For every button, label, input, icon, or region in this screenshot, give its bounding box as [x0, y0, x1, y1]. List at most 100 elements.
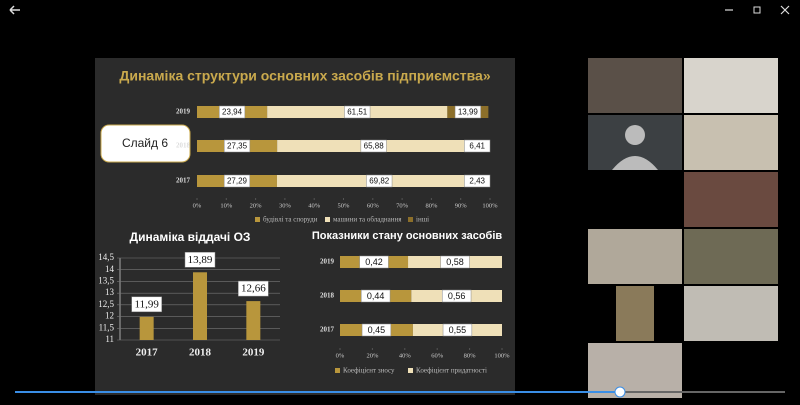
video-tile [684, 58, 778, 113]
legend-label: Коефіцієнт придатності [416, 367, 487, 375]
value-label-box [184, 252, 216, 268]
legend-label: інші [416, 216, 429, 224]
chart-title: Динаміка структури основних засобів підп… [119, 68, 490, 84]
legend-label: машини та обладнання [333, 216, 402, 224]
value-label-box [464, 139, 491, 153]
x-tick-label: 20% [250, 202, 263, 209]
value-label: 65,88 [364, 142, 385, 151]
value-label-box [359, 255, 389, 269]
x-tick-label: 60% [431, 352, 444, 359]
legend-swatch [255, 217, 260, 222]
value-label: 61,51 [347, 108, 368, 117]
value-label: 0,55 [449, 325, 467, 335]
y-tick-label: 13 [105, 287, 115, 297]
x-tick-label: 100% [482, 202, 498, 209]
y-tick-label: 13,5 [98, 275, 114, 285]
video-tile [684, 286, 778, 341]
legend-swatch [408, 368, 413, 373]
category-label: 2019 [176, 108, 191, 116]
x-tick-label: 80% [425, 202, 438, 209]
value-label-box [440, 255, 470, 269]
value-label-box [223, 174, 251, 188]
value-label: 0,58 [446, 257, 464, 267]
category-label: 2018 [320, 292, 335, 300]
progress-knob[interactable] [614, 386, 626, 398]
category-label: 2018 [176, 142, 191, 150]
video-tile [588, 172, 682, 227]
value-label-box [361, 323, 392, 337]
bar [139, 316, 154, 340]
value-label: 0,56 [448, 291, 466, 301]
back-button[interactable] [9, 5, 20, 15]
video-tile [588, 343, 682, 398]
value-label: 6,41 [469, 142, 485, 151]
x-tick-label: 70% [396, 202, 409, 209]
x-tick-label: 0% [336, 352, 345, 359]
chart-title: Показники стану основних засобів [312, 230, 503, 242]
x-tick-label: 40% [399, 352, 412, 359]
value-label-box [238, 280, 269, 297]
video-tile [684, 115, 778, 170]
x-tick-label: 10% [220, 202, 233, 209]
video-tile [588, 229, 682, 284]
category-label: 2019 [320, 258, 335, 266]
x-tick-label: 50% [338, 202, 351, 209]
x-tick-label: 2018 [189, 347, 212, 359]
maximize-button[interactable] [753, 6, 761, 14]
y-tick-label: 14,5 [98, 252, 114, 262]
slide-label-box [100, 124, 191, 163]
y-tick-label: 11 [105, 334, 114, 344]
x-tick-label: 100% [494, 352, 510, 359]
value-label: 69,82 [369, 177, 390, 186]
x-tick-label: 40% [308, 202, 321, 209]
value-label-box [131, 296, 162, 313]
value-label: 11,99 [134, 298, 159, 310]
category-label: 2017 [320, 326, 335, 334]
value-label-box [464, 174, 491, 188]
legend-label: будівлі та споруди [263, 216, 318, 224]
value-label-box [224, 139, 251, 153]
bar [193, 272, 207, 340]
legend-swatch [335, 368, 340, 373]
video-tile [684, 172, 778, 227]
value-label: 13,89 [188, 254, 213, 266]
value-label: 27,35 [227, 142, 248, 151]
avatar-head [625, 125, 645, 145]
value-label: 0,44 [367, 291, 385, 301]
x-tick-label: 2019 [242, 347, 265, 359]
video-tile [684, 229, 778, 284]
x-tick-label: 30% [279, 202, 292, 209]
value-label: 0,45 [368, 325, 386, 335]
x-tick-label: 0% [193, 202, 202, 209]
y-tick-label: 12,5 [98, 299, 114, 309]
value-label-box [454, 105, 481, 119]
y-tick-label: 12 [105, 311, 114, 321]
value-label: 0,42 [365, 257, 383, 267]
value-label: 13,99 [458, 108, 479, 117]
value-label: 27,29 [227, 177, 248, 186]
legend-label: Коефіцієнт зносу [343, 367, 395, 375]
value-label: 2,43 [469, 177, 485, 186]
category-label: 2017 [176, 177, 191, 185]
value-label-box [360, 139, 387, 153]
value-label-box [219, 105, 246, 119]
value-label: 12,66 [241, 283, 266, 295]
chart-title: Динаміка віддачі ОЗ [130, 230, 251, 244]
video-tiles [588, 58, 778, 398]
y-tick-label: 11,5 [99, 322, 115, 332]
x-tick-label: 80% [464, 352, 477, 359]
value-label-box [441, 289, 472, 303]
legend-swatch [408, 217, 413, 222]
value-label: 23,94 [222, 108, 243, 117]
close-button[interactable] [780, 5, 790, 15]
legend-swatch [325, 217, 330, 222]
y-tick-label: 14 [105, 264, 115, 274]
video-tile [616, 286, 654, 341]
x-tick-label: 2017 [136, 347, 159, 359]
value-label-box [360, 289, 391, 303]
slide-label: Слайд 6 [122, 136, 168, 150]
x-tick-label: 90% [455, 202, 468, 209]
avatar-body [612, 156, 658, 170]
